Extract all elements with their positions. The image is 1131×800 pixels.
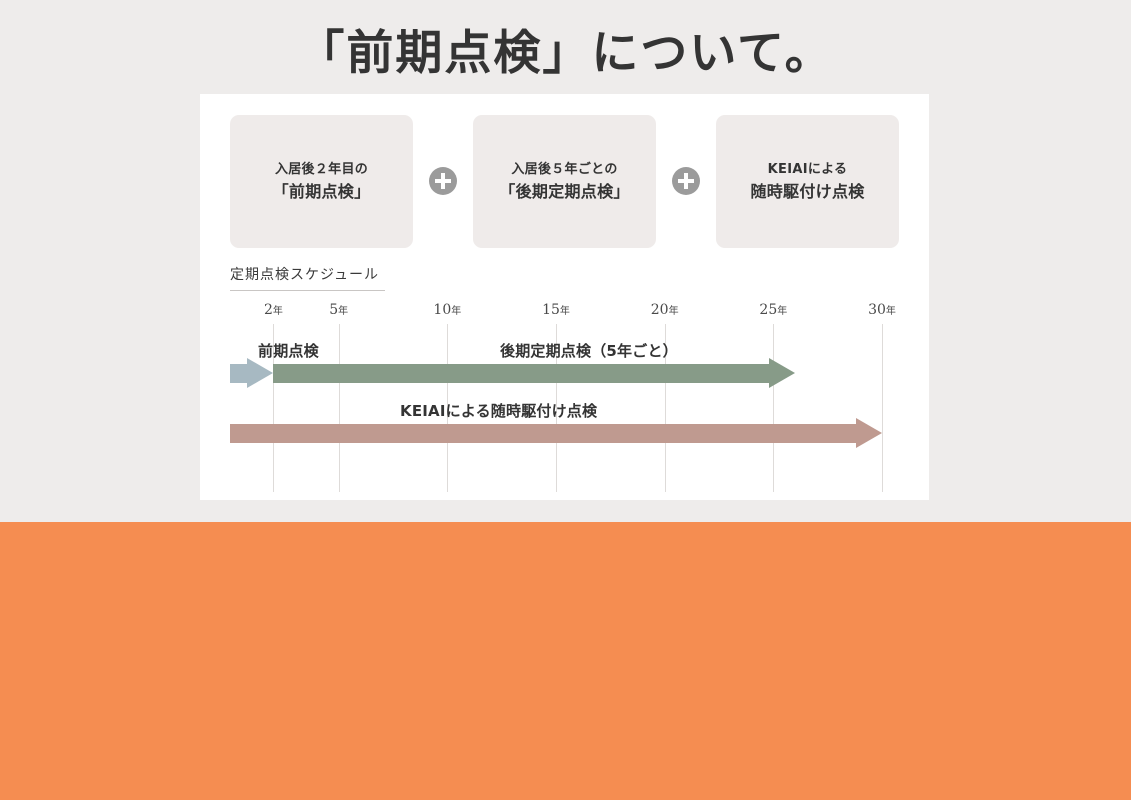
inspection-box-oncall[interactable]: KEIAIによる 随時駆付け点検 [716, 115, 899, 248]
timeline-bar-label-3: KEIAIによる随時駆付け点検 [400, 402, 598, 420]
timeline-bar-1 [230, 358, 274, 388]
inspection-box-periodic-line2: 「後期定期点検」 [499, 181, 630, 201]
tick-label-15y: 15年 [542, 302, 570, 318]
timeline-arrow-head-icon [769, 358, 796, 388]
gridline-15y [556, 324, 557, 492]
timeline-bar-body [230, 364, 248, 383]
gridline-5y [338, 324, 340, 492]
gridline-10y [447, 324, 449, 492]
gridline-2y [273, 324, 275, 492]
gridline-20y [664, 324, 666, 492]
gridline-30y [882, 324, 883, 492]
timeline-bar-2 [273, 358, 796, 388]
inspection-box-periodic-line1: 入居後５年ごとの [511, 162, 618, 178]
timeline-bar-label-1: 前期点検 [258, 342, 319, 360]
tick-label-10y: 10年 [433, 302, 462, 318]
inspection-type-boxes: 入居後２年目の 「前期点検」 入居後５年ごとの 「後期定期点検」 KEIAIによ… [230, 115, 899, 248]
inspection-box-early[interactable]: 入居後２年目の 「前期点検」 [230, 115, 413, 248]
inspection-box-oncall-line1: KEIAIによる [767, 162, 848, 178]
tick-label-5y: 5年 [329, 302, 349, 318]
timeline-bar-label-2: 後期定期点検（5年ごと） [500, 342, 678, 360]
timeline-bar-body [273, 364, 770, 383]
inspection-box-early-line2: 「前期点検」 [272, 181, 371, 201]
tick-label-30y: 30年 [868, 302, 896, 318]
plus-icon [429, 167, 457, 195]
inspection-box-periodic[interactable]: 入居後５年ごとの 「後期定期点検」 [473, 115, 656, 248]
diagram-panel: 入居後２年目の 「前期点検」 入居後５年ごとの 「後期定期点検」 KEIAIによ… [200, 94, 929, 500]
orange-band: 入居から２年後に前期点検を行います。実際に暮らしてみて感じる不具合を、お客様にヒ… [0, 522, 1131, 800]
inspection-box-early-line1: 入居後２年目の [274, 162, 369, 178]
tick-label-25y: 25年 [759, 302, 788, 318]
gridline-25y [773, 324, 775, 492]
timeline-bar-body [230, 424, 856, 443]
timeline-arrow-head-icon [856, 418, 882, 448]
inspection-box-oncall-line2: 随時駆付け点検 [750, 181, 865, 201]
timeline-bar-3 [230, 418, 882, 448]
plus-icon [672, 167, 700, 195]
schedule-timeline-chart: 2年 5年 10年 15年 20年 25年 30年前期点検 後期定期点検（5年ごと） KEIAI… [200, 302, 929, 492]
page-title: 「前期点検」について。 [297, 26, 834, 81]
tick-label-20y: 20年 [650, 302, 679, 318]
tick-label-2y: 2年 [263, 302, 283, 318]
timeline-arrow-head-icon [247, 358, 274, 388]
schedule-heading: 定期点検スケジュール [230, 264, 385, 291]
